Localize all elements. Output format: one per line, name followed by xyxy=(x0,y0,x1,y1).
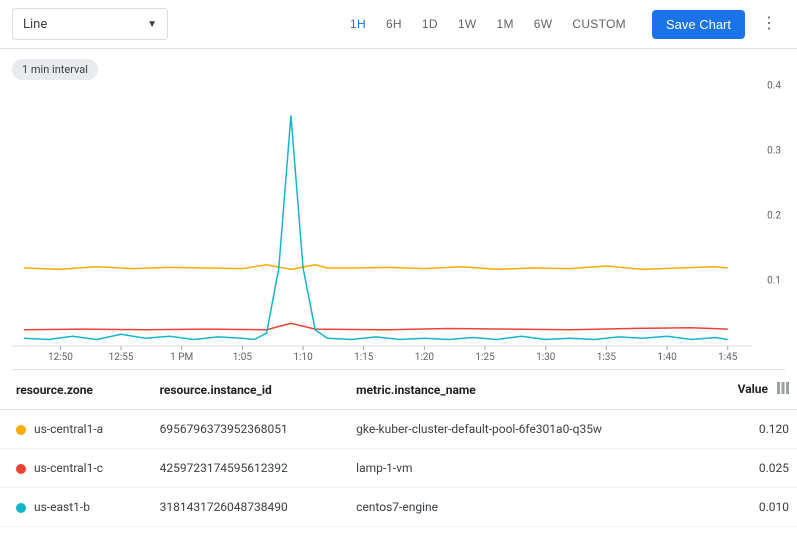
y-tick-label: 0.3 xyxy=(767,146,781,157)
y-tick-label: 0.2 xyxy=(767,211,781,222)
toolbar: Line ▼ 1H6H1D1W1M6WCUSTOM Save Chart ⋮ xyxy=(0,0,797,49)
zone-value: us-central1-a xyxy=(34,422,103,436)
line-chart: 0.10.20.30.412:5012:551 PM1:051:101:151:… xyxy=(12,86,785,370)
chevron-down-icon: ▼ xyxy=(147,19,157,30)
x-tick-label: 1:15 xyxy=(354,352,373,363)
series-value: 0.120 xyxy=(705,410,797,449)
zone-value: us-east1-b xyxy=(34,500,90,514)
instance-name-value: lamp-1-vm xyxy=(348,449,705,488)
x-tick-label: 1:45 xyxy=(718,352,737,363)
time-range-custom[interactable]: CUSTOM xyxy=(562,11,636,37)
col-instance-id[interactable]: resource.instance_id xyxy=(152,370,349,410)
columns-icon[interactable] xyxy=(777,382,789,397)
chart-svg xyxy=(12,86,780,370)
x-tick-label: 1:25 xyxy=(475,352,494,363)
col-zone[interactable]: resource.zone xyxy=(0,370,152,410)
instance-id-value: 4259723174595612392 xyxy=(152,449,349,488)
series-value: 0.010 xyxy=(705,488,797,527)
chart-area: 1 min interval 0.1 0.2 0.3 0.4 12:50 12:55 1 P… xyxy=(0,49,797,370)
x-tick-label: 1:35 xyxy=(597,352,616,363)
col-instance-name[interactable]: metric.instance_name xyxy=(348,370,705,410)
x-tick-label: 1:20 xyxy=(415,352,434,363)
instance-name-value: centos7-engine xyxy=(348,488,705,527)
x-tick-label: 1:30 xyxy=(536,352,555,363)
zone-value: us-central1-c xyxy=(34,461,103,475)
interval-chip: 1 min interval xyxy=(12,59,98,80)
chart-type-dropdown[interactable]: Line ▼ xyxy=(12,8,168,40)
x-tick-label: 1 PM xyxy=(170,352,193,363)
series-color-dot xyxy=(16,503,26,513)
legend-row[interactable]: us-east1-b 3181431726048738490centos7-eng… xyxy=(0,488,797,527)
save-chart-button[interactable]: Save Chart xyxy=(652,10,745,39)
time-range-1d[interactable]: 1D xyxy=(412,11,448,37)
time-range-6w[interactable]: 6W xyxy=(524,11,563,37)
legend-header-row: resource.zone resource.instance_id metri… xyxy=(0,370,797,410)
x-tick-label: 1:10 xyxy=(293,352,312,363)
x-tick-label: 12:50 xyxy=(48,352,73,363)
series-value: 0.025 xyxy=(705,449,797,488)
x-tick-label: 12:55 xyxy=(109,352,134,363)
legend-row[interactable]: us-central1-a 6956796373952368051gke-kube… xyxy=(0,410,797,449)
time-range-group: 1H6H1D1W1M6WCUSTOM xyxy=(340,11,636,37)
y-tick-label: 0.4 xyxy=(767,81,781,92)
time-range-1w[interactable]: 1W xyxy=(448,11,487,37)
x-tick-label: 1:05 xyxy=(233,352,252,363)
series-line xyxy=(24,323,728,330)
series-color-dot xyxy=(16,464,26,474)
time-range-1m[interactable]: 1M xyxy=(486,11,523,37)
instance-id-value: 3181431726048738490 xyxy=(152,488,349,527)
series-line xyxy=(24,265,728,270)
x-tick-label: 1:40 xyxy=(657,352,676,363)
col-value[interactable]: Value xyxy=(705,370,797,410)
time-range-1h[interactable]: 1H xyxy=(340,11,376,37)
more-menu-button[interactable]: ⋮ xyxy=(753,12,785,36)
time-range-6h[interactable]: 6H xyxy=(376,11,412,37)
instance-id-value: 6956796373952368051 xyxy=(152,410,349,449)
series-line xyxy=(24,115,728,339)
instance-name-value: gke-kuber-cluster-default-pool-6fe301a0-… xyxy=(348,410,705,449)
legend-row[interactable]: us-central1-c 4259723174595612392lamp-1-v… xyxy=(0,449,797,488)
y-tick-label: 0.1 xyxy=(767,276,781,287)
more-vert-icon: ⋮ xyxy=(761,15,777,32)
chart-type-label: Line xyxy=(23,17,47,32)
legend-table: resource.zone resource.instance_id metri… xyxy=(0,370,797,527)
series-color-dot xyxy=(16,425,26,435)
